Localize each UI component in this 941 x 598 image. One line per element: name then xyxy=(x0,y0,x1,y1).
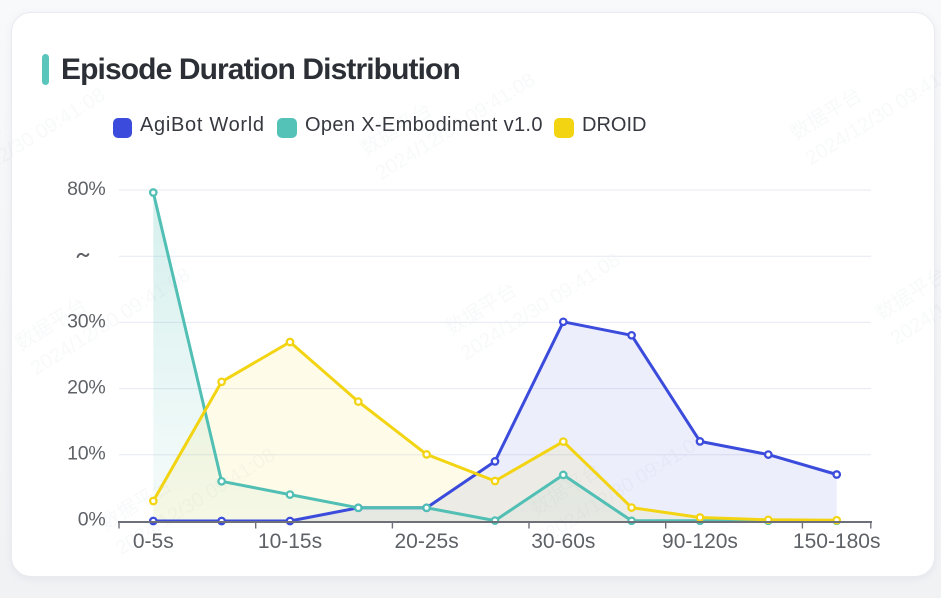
svg-text:80%: 80% xyxy=(67,178,105,200)
svg-text:150-180s: 150-180s xyxy=(793,530,881,553)
svg-text:90-120s: 90-120s xyxy=(662,530,738,553)
svg-text:0%: 0% xyxy=(78,509,106,531)
svg-text:0-5s: 0-5s xyxy=(133,530,174,553)
svg-text:10-15s: 10-15s xyxy=(258,530,322,553)
svg-text:20%: 20% xyxy=(67,377,105,399)
svg-text:20-25s: 20-25s xyxy=(394,530,458,553)
svg-text:30%: 30% xyxy=(67,311,105,333)
svg-text:30-60s: 30-60s xyxy=(531,530,595,553)
svg-text:10%: 10% xyxy=(67,443,105,465)
